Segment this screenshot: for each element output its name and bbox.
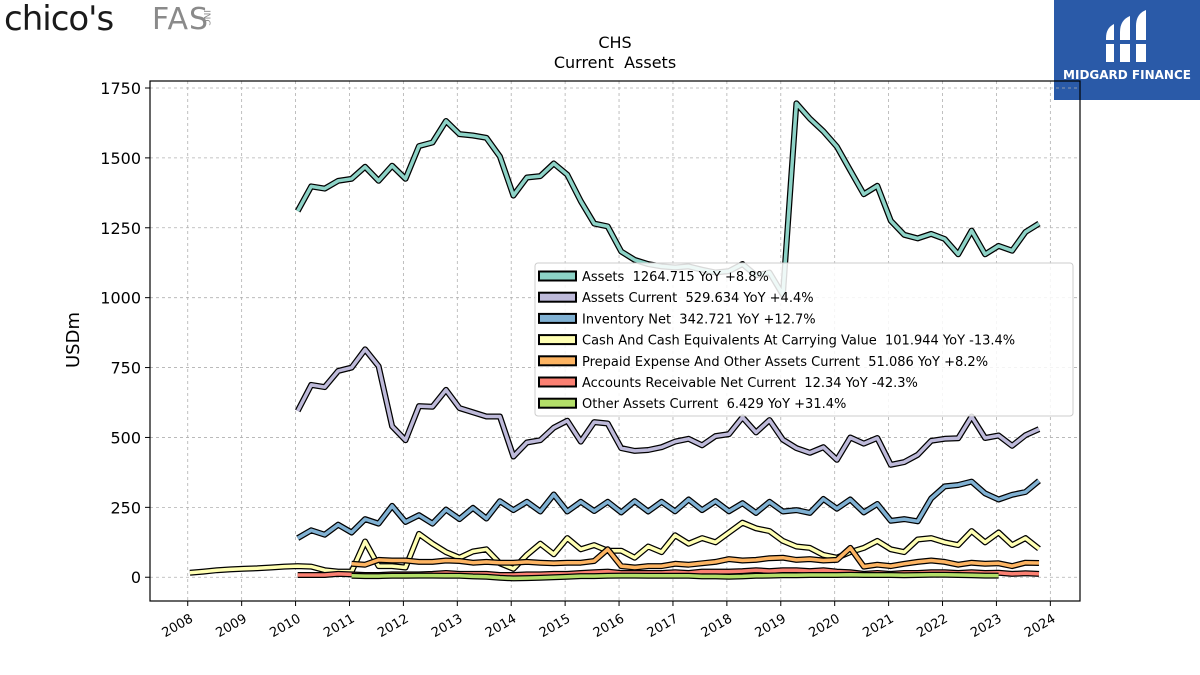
x-tick-label: 2017 <box>645 611 681 641</box>
legend-entry: Cash And Cash Equivalents At Carrying Va… <box>582 334 1015 349</box>
x-tick-label: 2023 <box>968 611 1004 641</box>
y-tick-label: 1500 <box>100 149 141 168</box>
fas-logo-word: FAS <box>152 2 210 37</box>
midgard-finance-logo: MIDGARD FINANCE <box>1054 0 1200 100</box>
legend-swatch <box>538 312 577 324</box>
chart-subtitle: Current Assets <box>554 53 676 72</box>
legend-box <box>534 262 1074 417</box>
x-tick-label: 2014 <box>483 611 519 641</box>
series-3 <box>189 519 1041 576</box>
y-tick-label: 1750 <box>100 79 141 98</box>
series-1 <box>295 346 1041 468</box>
x-tick-label: 2022 <box>914 611 950 641</box>
series-line-outline <box>296 478 1041 541</box>
legend-swatch <box>538 355 577 367</box>
x-tick-label: 2016 <box>591 611 627 641</box>
series-2 <box>296 478 1041 541</box>
x-tick-label: 2008 <box>160 611 196 641</box>
series-line <box>351 546 1040 570</box>
x-tick-label: 2019 <box>753 611 789 641</box>
x-tick-label: 2024 <box>1022 611 1058 641</box>
legend-entry: Inventory Net 342.721 YoY +12.7% <box>582 312 816 327</box>
y-tick-label: 500 <box>110 428 141 447</box>
x-tick-label: 2020 <box>807 611 843 641</box>
chicos-logo-word: chico's <box>4 0 114 39</box>
y-axis-label: USDm <box>63 312 84 368</box>
series-line <box>351 572 999 581</box>
x-tick-label: 2013 <box>429 611 465 641</box>
y-tick-label: 250 <box>110 498 141 517</box>
legend-swatch <box>538 270 577 282</box>
y-tick-label: 750 <box>110 359 141 378</box>
legend-entry: Prepaid Expense And Other Assets Current… <box>582 355 988 370</box>
x-tick-label: 2021 <box>860 611 896 641</box>
series-line <box>189 520 1041 575</box>
series-line <box>296 347 1040 467</box>
legend-entry: Accounts Receivable Net Current 12.34 Yo… <box>582 376 918 391</box>
legend-entry: Other Assets Current 6.429 YoY +31.4% <box>582 397 846 412</box>
legend-entry: Assets 1264.715 YoY +8.8% <box>582 270 769 285</box>
series-4 <box>351 544 1040 571</box>
series-6 <box>351 571 999 582</box>
x-tick-label: 2009 <box>213 611 249 641</box>
legend-swatch <box>538 291 577 303</box>
legend-swatch <box>538 397 577 409</box>
y-tick-label: 0 <box>131 568 141 587</box>
y-tick-label: 1250 <box>100 219 141 238</box>
x-tick-label: 2015 <box>537 611 573 641</box>
legend-swatch <box>538 334 577 346</box>
legend-swatch <box>538 376 577 388</box>
x-tick-label: 2018 <box>699 611 735 641</box>
legend-entry: Assets Current 529.634 YoY +4.4% <box>582 291 814 306</box>
y-tick-label: 1000 <box>100 289 141 308</box>
x-tick-label: 2012 <box>375 611 411 641</box>
x-tick-label: 2011 <box>321 611 357 641</box>
x-tick-label: 2010 <box>267 611 303 641</box>
plot-frame <box>149 80 1081 602</box>
midgard-mark-icon <box>1102 10 1152 62</box>
midgard-finance-name: MIDGARD FINANCE <box>1063 68 1191 82</box>
chicos-fas-logo: chico's FAS INC <box>4 0 234 42</box>
chart-title: CHS <box>598 33 631 52</box>
series-line <box>296 479 1041 540</box>
